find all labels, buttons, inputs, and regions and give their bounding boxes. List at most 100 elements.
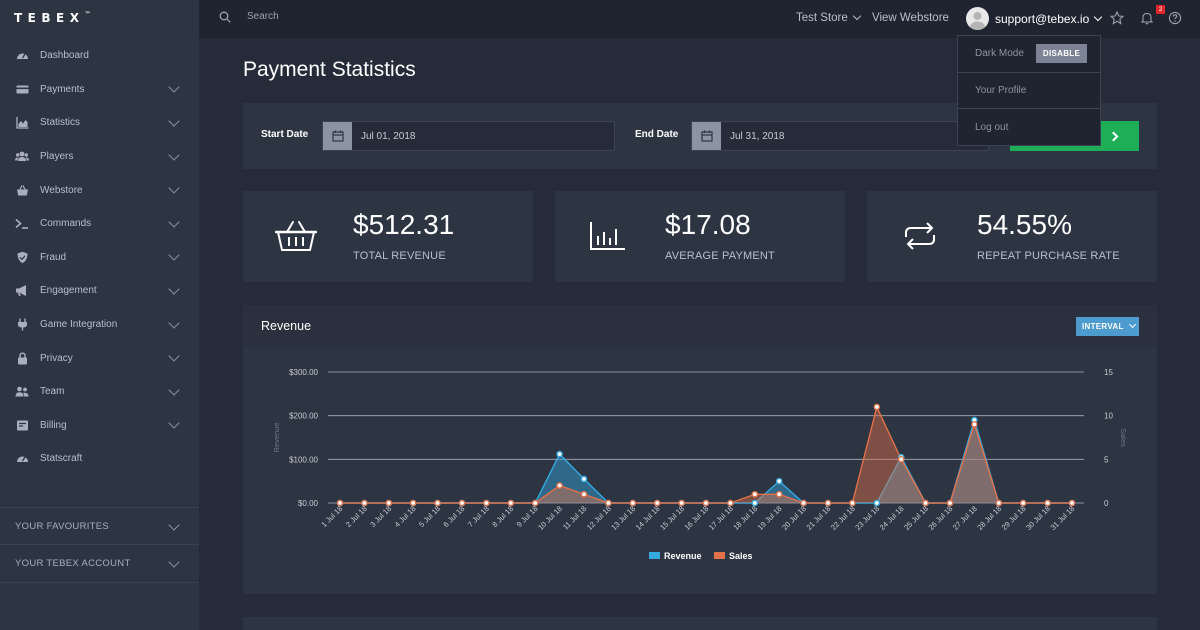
dark-mode-row: Dark Mode DISABLE (958, 36, 1100, 73)
profile-label: Your Profile (975, 84, 1027, 96)
x-tick-label: 25 Jul 18 (902, 504, 930, 532)
section-label: YOUR TEBEX ACCOUNT (15, 558, 131, 569)
sidebar-section-favourites[interactable]: YOUR FAVOURITES (0, 507, 199, 545)
sidebar-item-team[interactable]: Team (0, 375, 199, 409)
repeat-icon (905, 222, 935, 250)
total-revenue-label: TOTAL REVENUE (353, 250, 446, 262)
data-point-sales (849, 499, 856, 507)
top-bar: Test Store View Webstore support@tebex.i… (199, 0, 1200, 38)
data-point-sales (483, 499, 490, 507)
x-tick-label: 27 Jul 18 (951, 504, 979, 532)
data-point-sales (678, 499, 685, 507)
sidebar-item-payments[interactable]: Payments (0, 73, 199, 107)
series-area-revenue (340, 420, 1072, 503)
data-point-sales (946, 499, 954, 507)
logout-label: Log out (975, 121, 1009, 133)
x-tick-label: 19 Jul 18 (756, 504, 784, 532)
sidebar-item-dashboard[interactable]: Dashboard (0, 39, 199, 73)
x-tick-label: 30 Jul 18 (1024, 504, 1052, 532)
data-point-revenue (580, 475, 588, 483)
star-icon[interactable] (1110, 11, 1124, 25)
x-tick-label: 6 Jul 18 (441, 504, 466, 529)
y-tick-label: $300.00 (289, 368, 318, 377)
credit-card-icon (15, 82, 29, 96)
sidebar-item-statscraft[interactable]: Statscraft (0, 442, 199, 476)
interval-label: INTERVAL (1082, 322, 1124, 331)
sidebar-section-account[interactable]: YOUR TEBEX ACCOUNT (0, 544, 199, 583)
interval-button[interactable]: INTERVAL (1076, 317, 1139, 336)
x-tick-label: 14 Jul 18 (634, 504, 662, 532)
average-payment-label: AVERAGE PAYMENT (665, 250, 775, 262)
sidebar-item-billing[interactable]: Billing (0, 409, 199, 443)
x-tick-label: 26 Jul 18 (927, 504, 955, 532)
sidebar-item-fraud[interactable]: Fraud (0, 241, 199, 275)
chevron-down-icon (168, 555, 180, 568)
avatar[interactable] (966, 7, 989, 30)
plug-icon (15, 318, 29, 332)
chevron-right-icon (1108, 131, 1119, 141)
logo[interactable]: TEBEX™ (14, 11, 90, 25)
logout-link[interactable]: Log out (958, 109, 1100, 146)
y2-axis-title: Sales (1119, 428, 1128, 447)
account-menu[interactable]: support@tebex.io (995, 12, 1103, 26)
search-icon[interactable] (219, 11, 231, 23)
data-point-sales (897, 456, 905, 463)
data-point-sales (556, 482, 563, 489)
chevron-down-icon (168, 384, 180, 396)
bell-icon[interactable] (1140, 11, 1154, 25)
data-point-sales (336, 499, 344, 507)
data-point-sales (653, 499, 661, 507)
basket-icon (15, 183, 29, 197)
area-chart-icon (15, 116, 29, 130)
y2-tick-label: 15 (1104, 368, 1113, 377)
revenue-chart-panel: Revenue INTERVAL $0.00 $100.00 $200.00 $300… (243, 305, 1157, 594)
chevron-down-icon (852, 11, 862, 21)
x-tick-label: 23 Jul 18 (853, 504, 881, 532)
x-tick-label: 20 Jul 18 (780, 504, 808, 532)
help-icon[interactable] (1168, 11, 1182, 25)
sidebar-item-label: Fraud (40, 251, 67, 263)
total-revenue-value: $512.31 (353, 209, 455, 240)
search-input[interactable] (247, 11, 447, 22)
x-tick-label: 29 Jul 18 (1000, 504, 1028, 532)
page-title: Payment Statistics (243, 58, 416, 81)
chevron-down-icon (168, 518, 180, 531)
chevron-down-icon (168, 249, 180, 262)
sidebar-item-label: Statistics (40, 117, 81, 129)
data-point-sales (1068, 499, 1076, 507)
store-selector[interactable]: Test Store (796, 11, 862, 24)
sidebar-item-label: Players (40, 151, 74, 163)
x-tick-label: 8 Jul 18 (490, 504, 515, 529)
sidebar-item-commands[interactable]: Commands (0, 207, 199, 241)
sidebar-item-label: Dashboard (40, 50, 89, 62)
x-tick-label: 4 Jul 18 (393, 504, 418, 529)
sidebar-item-players[interactable]: Players (0, 140, 199, 174)
sidebar-item-webstore[interactable]: Webstore (0, 173, 199, 207)
sidebar-item-privacy[interactable]: Privacy (0, 341, 199, 375)
x-tick-label: 1 Jul 18 (319, 504, 344, 529)
logo-text: TEBEX (14, 11, 85, 25)
data-point-sales (727, 499, 734, 507)
legend-swatch-revenue (649, 552, 660, 559)
y-axis-title: Revenue (272, 422, 281, 452)
data-point-sales (922, 499, 929, 507)
y2-tick-label: 5 (1104, 455, 1109, 464)
dark-mode-disable-button[interactable]: DISABLE (1035, 44, 1088, 64)
end-date-input[interactable]: Jul 31, 2018 (691, 121, 989, 151)
start-date-input[interactable]: Jul 01, 2018 (322, 121, 615, 151)
legend-swatch-sales (714, 552, 725, 559)
view-webstore-link[interactable]: View Webstore (872, 12, 949, 24)
sidebar-item-game-integration[interactable]: Game Integration (0, 308, 199, 342)
stat-card-repeat-purchase: 54.55% REPEAT PURCHASE RATE (867, 191, 1157, 282)
sidebar-item-label: Billing (40, 419, 67, 431)
data-point-sales (1019, 499, 1027, 507)
x-tick-label: 21 Jul 18 (805, 504, 833, 532)
account-email: support@tebex.io (995, 12, 1090, 26)
chart-title: Revenue (261, 319, 312, 333)
data-point-sales (873, 403, 881, 411)
sidebar-item-engagement[interactable]: Engagement (0, 274, 199, 308)
sidebar-item-statistics[interactable]: Statistics (0, 106, 199, 140)
chevron-down-icon (168, 148, 180, 161)
x-tick-label: 7 Jul 18 (466, 504, 491, 529)
your-profile-link[interactable]: Your Profile (958, 73, 1100, 109)
